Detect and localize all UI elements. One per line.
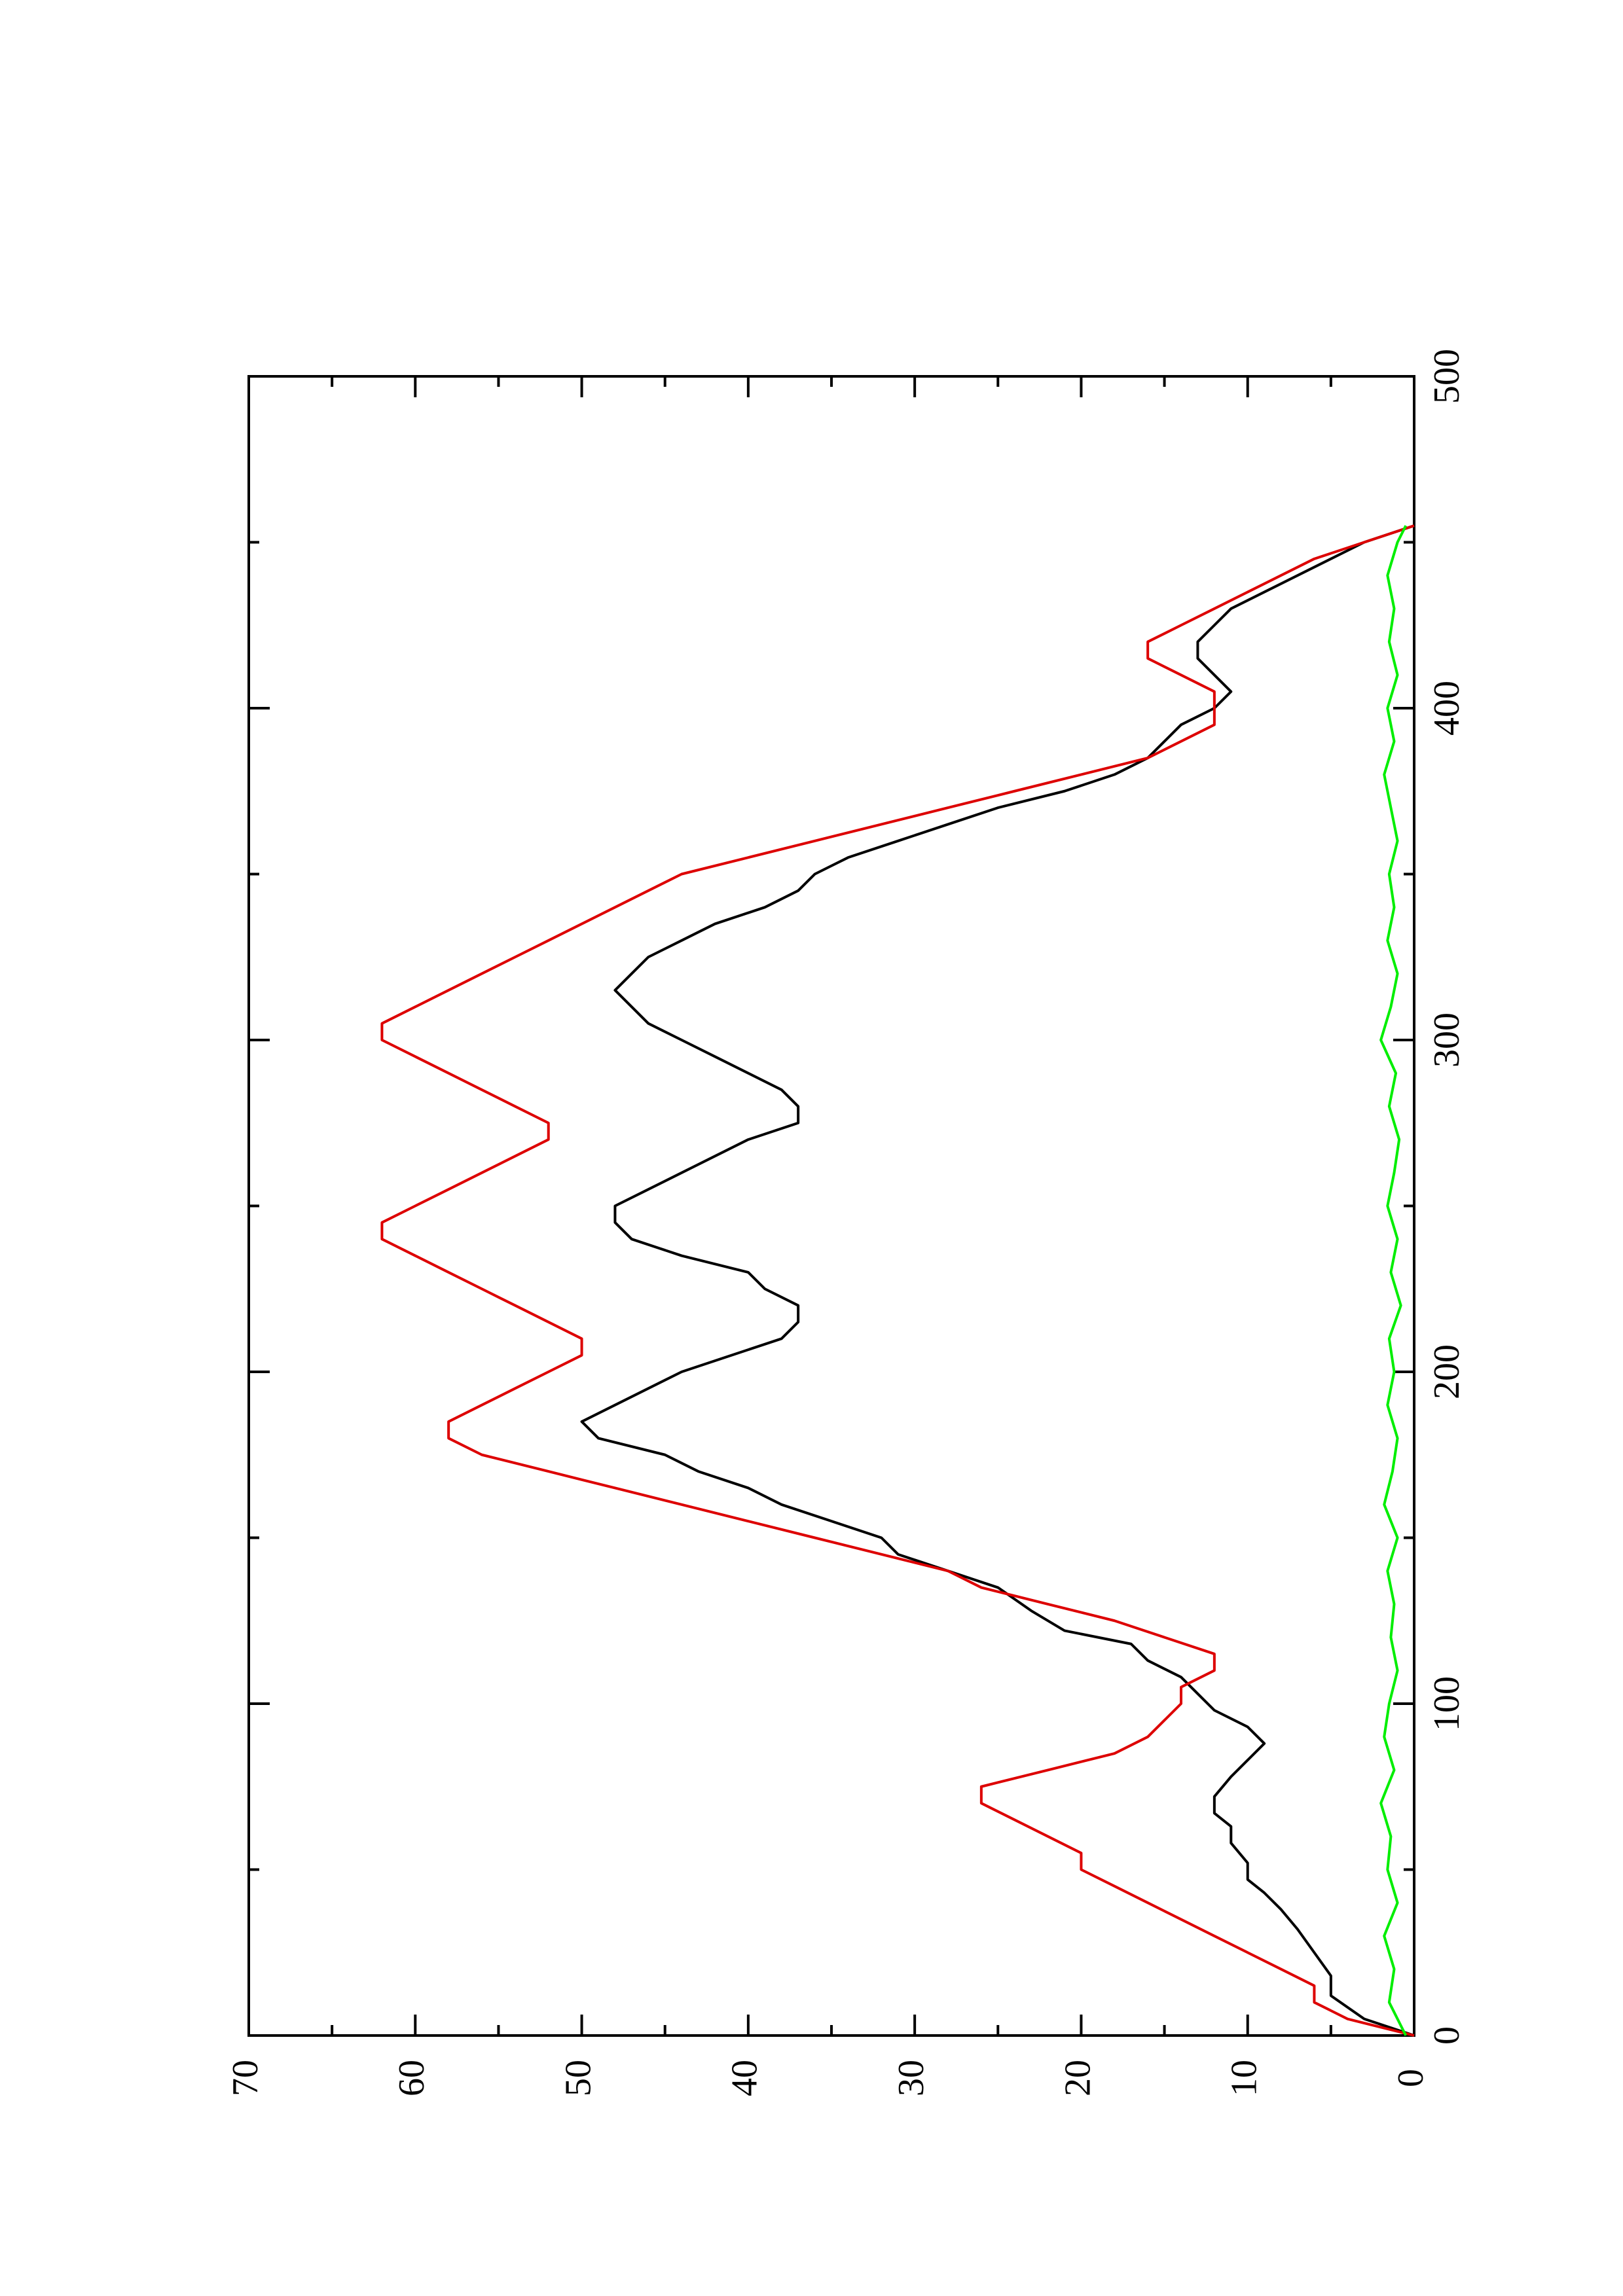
y-tick-label: 60	[392, 2060, 432, 2096]
plot-frame	[247, 375, 1415, 2037]
y-tick-label: 10	[1224, 2060, 1265, 2096]
x-tick-label: 0	[1427, 2026, 1467, 2045]
y-tick-label: 50	[558, 2060, 598, 2096]
y-tick-label: 20	[1057, 2060, 1098, 2096]
tick-marks	[247, 375, 1415, 2037]
y-tick-label: 70	[225, 2060, 266, 2096]
series-line-1	[380, 524, 1415, 2037]
x-tick-label: 400	[1427, 681, 1467, 736]
x-tick-label: 200	[1427, 1344, 1467, 1399]
y-tick-label: 0	[1391, 2069, 1431, 2087]
series-lines	[380, 524, 1415, 2037]
tick-labels: 0 100 200 300 400 500 0 10 20 30 40 50 60 70	[225, 349, 1467, 2096]
series-line-0	[580, 524, 1415, 2037]
series-line-2	[1379, 525, 1408, 2036]
y-tick-label: 30	[891, 2060, 932, 2096]
y-tick-label: 40	[725, 2060, 765, 2096]
x-tick-label: 100	[1427, 1676, 1467, 1731]
x-tick-label: 500	[1427, 349, 1467, 404]
x-tick-label: 300	[1427, 1013, 1467, 1067]
